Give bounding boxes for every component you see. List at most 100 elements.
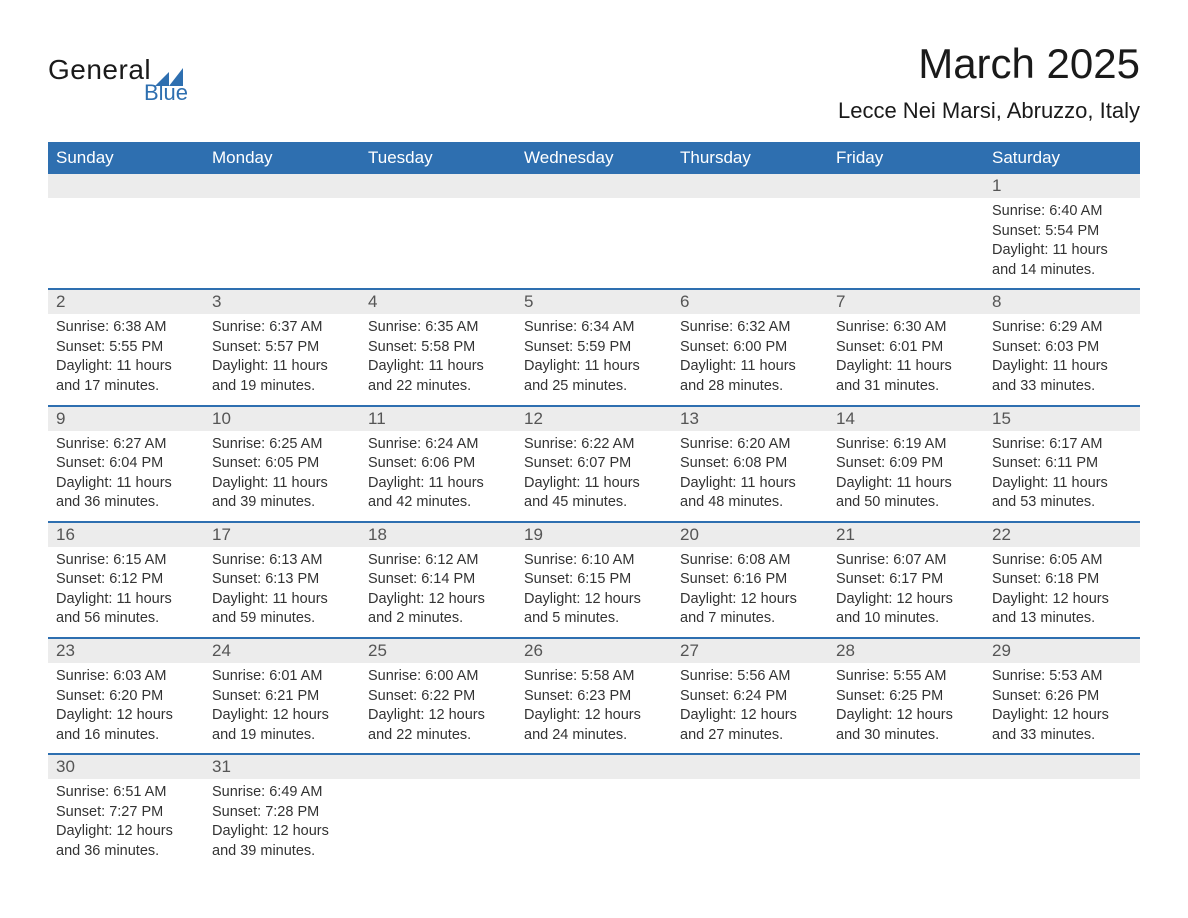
sunset-line: Sunset: 7:28 PM <box>212 803 352 823</box>
sunrise-line: Sunrise: 6:49 AM <box>212 783 352 803</box>
day-number <box>360 174 516 198</box>
sunrise-line: Sunrise: 6:12 AM <box>368 551 508 571</box>
sunrise-line: Sunrise: 6:08 AM <box>680 551 820 571</box>
weekday-header: Tuesday <box>360 142 516 174</box>
day-number: 13 <box>672 407 828 431</box>
sunset-line: Sunset: 6:12 PM <box>56 570 196 590</box>
day-cell: Sunrise: 6:24 AMSunset: 6:06 PMDaylight:… <box>360 431 516 521</box>
sunset-line: Sunset: 6:01 PM <box>836 338 976 358</box>
day-cell: Sunrise: 6:25 AMSunset: 6:05 PMDaylight:… <box>204 431 360 521</box>
calendar-body: 1Sunrise: 6:40 AMSunset: 5:54 PMDaylight… <box>48 174 1140 870</box>
day-number-row: 16171819202122 <box>48 523 1140 547</box>
sunrise-line: Sunrise: 6:01 AM <box>212 667 352 687</box>
day-cell: Sunrise: 6:51 AMSunset: 7:27 PMDaylight:… <box>48 779 204 869</box>
day-number: 25 <box>360 639 516 663</box>
logo-word-1: General <box>48 54 151 86</box>
sunrise-line: Sunrise: 6:22 AM <box>524 435 664 455</box>
daylight-line: Daylight: 11 hours and 53 minutes. <box>992 474 1132 513</box>
day-cell: Sunrise: 5:55 AMSunset: 6:25 PMDaylight:… <box>828 663 984 753</box>
day-number-row: 1 <box>48 174 1140 198</box>
sunset-line: Sunset: 5:55 PM <box>56 338 196 358</box>
daylight-line: Daylight: 12 hours and 2 minutes. <box>368 590 508 629</box>
weekday-header: Friday <box>828 142 984 174</box>
sunrise-line: Sunrise: 6:51 AM <box>56 783 196 803</box>
day-number: 4 <box>360 290 516 314</box>
day-number <box>672 755 828 779</box>
day-cell <box>828 198 984 288</box>
day-number: 8 <box>984 290 1140 314</box>
sunset-line: Sunset: 5:59 PM <box>524 338 664 358</box>
sunset-line: Sunset: 6:08 PM <box>680 454 820 474</box>
day-cell: Sunrise: 6:10 AMSunset: 6:15 PMDaylight:… <box>516 547 672 637</box>
daylight-line: Daylight: 12 hours and 27 minutes. <box>680 706 820 745</box>
sunset-line: Sunset: 6:26 PM <box>992 687 1132 707</box>
calendar: SundayMondayTuesdayWednesdayThursdayFrid… <box>48 142 1140 870</box>
sunset-line: Sunset: 6:04 PM <box>56 454 196 474</box>
day-number: 22 <box>984 523 1140 547</box>
daylight-line: Daylight: 11 hours and 59 minutes. <box>212 590 352 629</box>
sunset-line: Sunset: 6:13 PM <box>212 570 352 590</box>
day-cell: Sunrise: 6:30 AMSunset: 6:01 PMDaylight:… <box>828 314 984 404</box>
sunset-line: Sunset: 6:16 PM <box>680 570 820 590</box>
day-number <box>828 755 984 779</box>
sunset-line: Sunset: 6:20 PM <box>56 687 196 707</box>
daylight-line: Daylight: 11 hours and 39 minutes. <box>212 474 352 513</box>
calendar-week: 3031Sunrise: 6:51 AMSunset: 7:27 PMDayli… <box>48 753 1140 869</box>
day-number <box>984 755 1140 779</box>
day-number: 24 <box>204 639 360 663</box>
sunset-line: Sunset: 6:23 PM <box>524 687 664 707</box>
daylight-line: Daylight: 11 hours and 22 minutes. <box>368 357 508 396</box>
daylight-line: Daylight: 12 hours and 5 minutes. <box>524 590 664 629</box>
title-block: March 2025 Lecce Nei Marsi, Abruzzo, Ita… <box>838 40 1140 124</box>
day-cell: Sunrise: 5:53 AMSunset: 6:26 PMDaylight:… <box>984 663 1140 753</box>
sunset-line: Sunset: 6:05 PM <box>212 454 352 474</box>
day-cell: Sunrise: 6:05 AMSunset: 6:18 PMDaylight:… <box>984 547 1140 637</box>
day-number: 10 <box>204 407 360 431</box>
day-number-row: 2345678 <box>48 290 1140 314</box>
daylight-line: Daylight: 12 hours and 10 minutes. <box>836 590 976 629</box>
sunset-line: Sunset: 6:15 PM <box>524 570 664 590</box>
sunrise-line: Sunrise: 6:13 AM <box>212 551 352 571</box>
sunset-line: Sunset: 6:24 PM <box>680 687 820 707</box>
day-cell: Sunrise: 6:07 AMSunset: 6:17 PMDaylight:… <box>828 547 984 637</box>
logo: General Blue <box>48 40 188 106</box>
day-cell: Sunrise: 6:49 AMSunset: 7:28 PMDaylight:… <box>204 779 360 869</box>
sunrise-line: Sunrise: 6:24 AM <box>368 435 508 455</box>
sunset-line: Sunset: 6:03 PM <box>992 338 1132 358</box>
sunrise-line: Sunrise: 6:25 AM <box>212 435 352 455</box>
day-cell: Sunrise: 6:03 AMSunset: 6:20 PMDaylight:… <box>48 663 204 753</box>
sunset-line: Sunset: 5:58 PM <box>368 338 508 358</box>
day-cell: Sunrise: 6:01 AMSunset: 6:21 PMDaylight:… <box>204 663 360 753</box>
daylight-line: Daylight: 11 hours and 50 minutes. <box>836 474 976 513</box>
day-number: 11 <box>360 407 516 431</box>
sunrise-line: Sunrise: 6:27 AM <box>56 435 196 455</box>
day-number <box>516 755 672 779</box>
day-cell <box>204 198 360 288</box>
daylight-line: Daylight: 11 hours and 33 minutes. <box>992 357 1132 396</box>
day-number: 28 <box>828 639 984 663</box>
day-cell: Sunrise: 6:35 AMSunset: 5:58 PMDaylight:… <box>360 314 516 404</box>
day-number: 27 <box>672 639 828 663</box>
day-number <box>672 174 828 198</box>
weekday-header: Thursday <box>672 142 828 174</box>
sunset-line: Sunset: 5:54 PM <box>992 222 1132 242</box>
daylight-line: Daylight: 12 hours and 30 minutes. <box>836 706 976 745</box>
day-number-row: 23242526272829 <box>48 639 1140 663</box>
month-title: March 2025 <box>838 40 1140 88</box>
day-cell: Sunrise: 6:15 AMSunset: 6:12 PMDaylight:… <box>48 547 204 637</box>
sunrise-line: Sunrise: 5:53 AM <box>992 667 1132 687</box>
daylight-line: Daylight: 12 hours and 22 minutes. <box>368 706 508 745</box>
calendar-week: 23242526272829Sunrise: 6:03 AMSunset: 6:… <box>48 637 1140 753</box>
daylight-line: Daylight: 11 hours and 36 minutes. <box>56 474 196 513</box>
daylight-line: Daylight: 12 hours and 19 minutes. <box>212 706 352 745</box>
daylight-line: Daylight: 12 hours and 33 minutes. <box>992 706 1132 745</box>
daylight-line: Daylight: 12 hours and 13 minutes. <box>992 590 1132 629</box>
weekday-header: Wednesday <box>516 142 672 174</box>
day-cell <box>984 779 1140 869</box>
sunrise-line: Sunrise: 6:32 AM <box>680 318 820 338</box>
sunset-line: Sunset: 6:07 PM <box>524 454 664 474</box>
day-number: 17 <box>204 523 360 547</box>
day-number: 16 <box>48 523 204 547</box>
day-cell: Sunrise: 6:12 AMSunset: 6:14 PMDaylight:… <box>360 547 516 637</box>
sunset-line: Sunset: 6:25 PM <box>836 687 976 707</box>
